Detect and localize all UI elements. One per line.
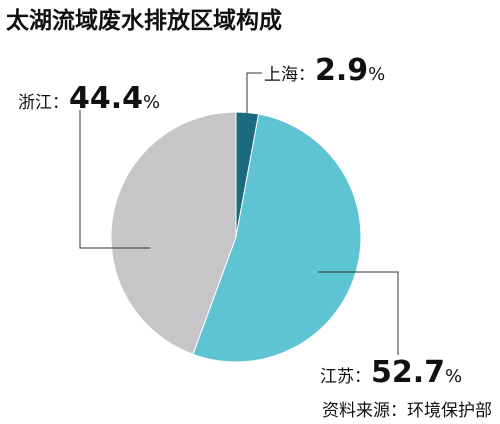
category-label: 上海 — [264, 65, 298, 85]
label-separator: ： — [354, 367, 371, 387]
leader-line — [246, 72, 262, 113]
leader-lines — [79, 72, 399, 355]
value-label: 2.9 — [315, 53, 368, 88]
data-label: 浙江：44.4% — [18, 81, 160, 116]
unit-label: % — [368, 64, 385, 85]
category-label: 江苏 — [320, 367, 354, 387]
pie-slice — [192, 113, 362, 363]
unit-label: % — [143, 92, 160, 113]
data-label: 上海：2.9% — [264, 53, 385, 88]
value-label: 52.7 — [371, 355, 445, 390]
chart-title: 太湖流域废水排放区域构成 — [6, 7, 282, 34]
category-label: 浙江 — [18, 93, 52, 113]
data-label: 江苏：52.7% — [320, 355, 462, 390]
label-separator: ： — [298, 65, 315, 85]
leader-line — [318, 271, 399, 355]
label-separator: ： — [52, 93, 69, 113]
leader-line — [79, 110, 150, 249]
source: 资料来源：环境保护部 — [322, 401, 492, 421]
pie-slice — [110, 111, 237, 355]
unit-label: % — [445, 366, 462, 387]
value-label: 44.4 — [69, 81, 143, 116]
